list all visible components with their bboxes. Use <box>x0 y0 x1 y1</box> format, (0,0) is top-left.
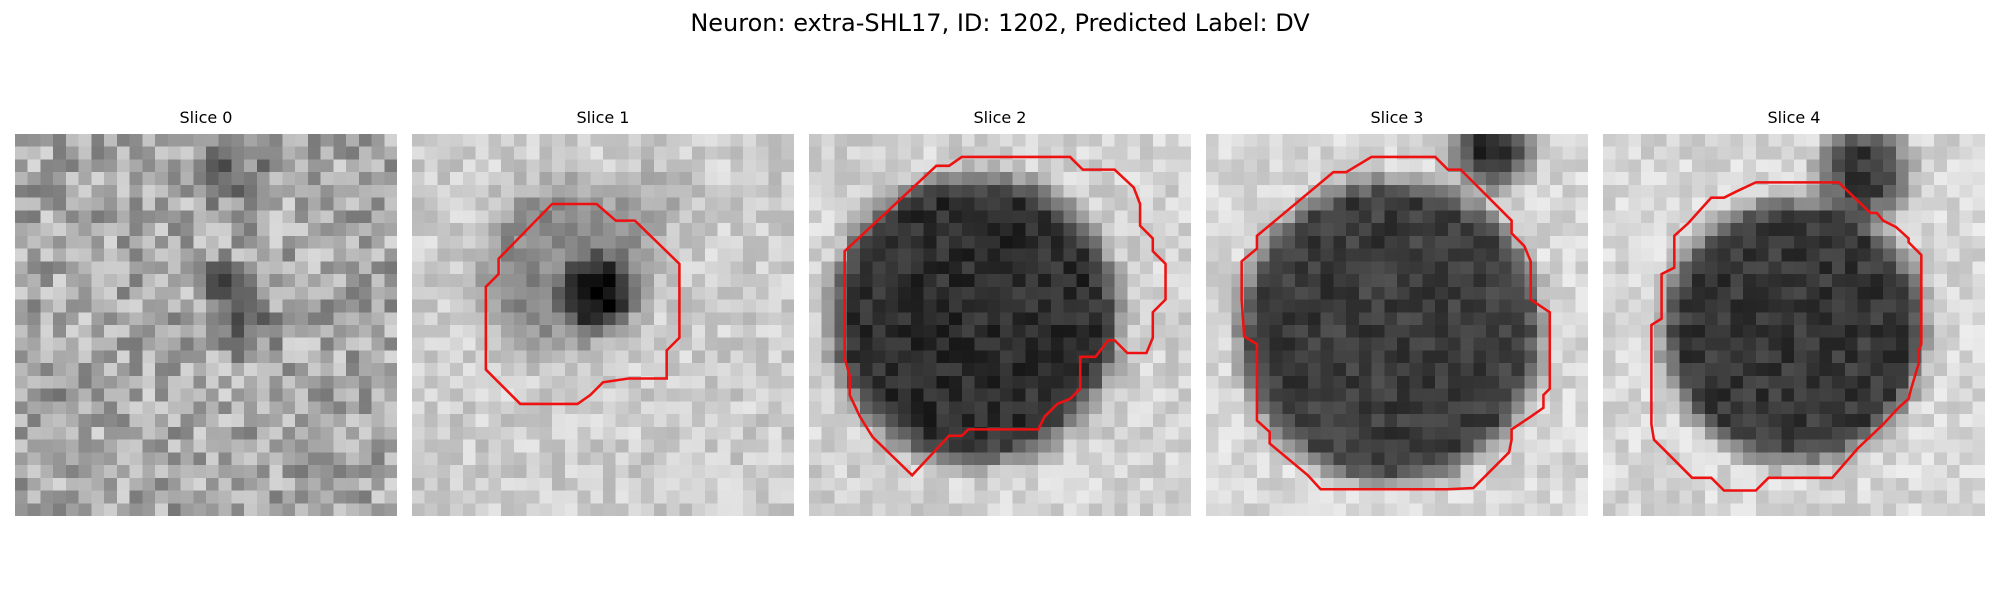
slice-image-2 <box>809 134 1191 516</box>
slice-panel-0: Slice 0 <box>15 108 397 516</box>
slice-panel-4: Slice 4 <box>1603 108 1985 516</box>
figure-title: Neuron: extra-SHL17, ID: 1202, Predicted… <box>0 6 2000 40</box>
slice-image-4 <box>1603 134 1985 516</box>
slice-panel-2: Slice 2 <box>809 108 1191 516</box>
slice-panel-1: Slice 1 <box>412 108 794 516</box>
slice-title-1: Slice 1 <box>412 108 794 130</box>
slice-image-1 <box>412 134 794 516</box>
slice-title-3: Slice 3 <box>1206 108 1588 130</box>
slice-title-4: Slice 4 <box>1603 108 1985 130</box>
slice-title-0: Slice 0 <box>15 108 397 130</box>
slice-panel-3: Slice 3 <box>1206 108 1588 516</box>
slice-image-3 <box>1206 134 1588 516</box>
slice-title-2: Slice 2 <box>809 108 1191 130</box>
slice-image-0 <box>15 134 397 516</box>
